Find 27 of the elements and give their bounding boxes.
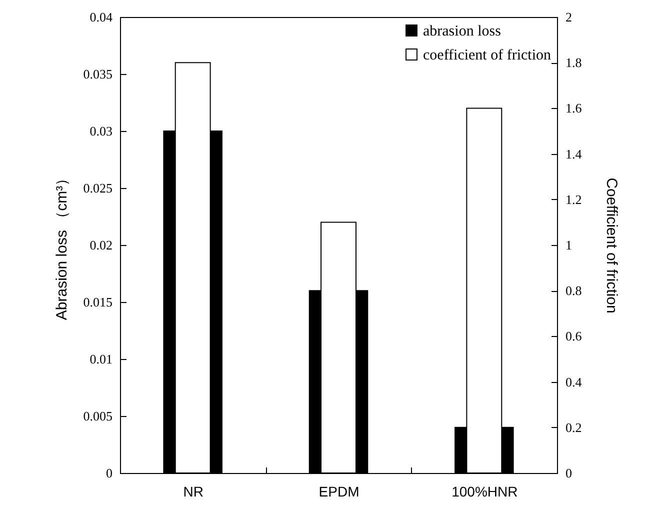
y-tick-label: 0.01	[90, 352, 112, 366]
y2-tick-label: 2	[566, 10, 572, 24]
y-tick-label: 0.005	[83, 408, 112, 424]
x-tick-label: NR	[183, 484, 204, 500]
legend-label: coefficient of friction	[423, 48, 552, 64]
y2-tick-label: 0.4	[566, 374, 582, 390]
y-tick-label: 0.015	[83, 294, 112, 310]
y-tick-label: 0.02	[90, 238, 112, 252]
legend-label: abrasion loss	[423, 24, 502, 40]
y2-tick-label: 1	[566, 238, 572, 252]
y2-tick-label: 1.4	[566, 146, 582, 162]
y2-tick-label: 1.2	[566, 192, 582, 207]
x-tick-label: EPDM	[318, 484, 360, 500]
x-tick-label: 100%HNR	[452, 484, 518, 500]
y-tick-label: 0.025	[83, 180, 112, 196]
y2-tick-label: 0.2	[566, 420, 582, 435]
y2-tick-label: 1.6	[566, 100, 582, 116]
y-tick-label: 0.03	[90, 124, 112, 138]
y-tick-label: 0.035	[83, 66, 112, 82]
y-tick-label: 0	[106, 466, 112, 480]
y2-axis-title: Coefficient of friction	[602, 178, 620, 314]
y2-tick-label: 0.6	[566, 328, 582, 344]
y2-tick-label: 0.8	[566, 283, 582, 298]
y-tick-label: 0.04	[90, 10, 113, 24]
y2-tick-label: 1.8	[566, 55, 582, 70]
y-axis-title: Abrasion loss （cm³）	[53, 170, 70, 320]
y2-tick-label: 0	[566, 466, 572, 480]
